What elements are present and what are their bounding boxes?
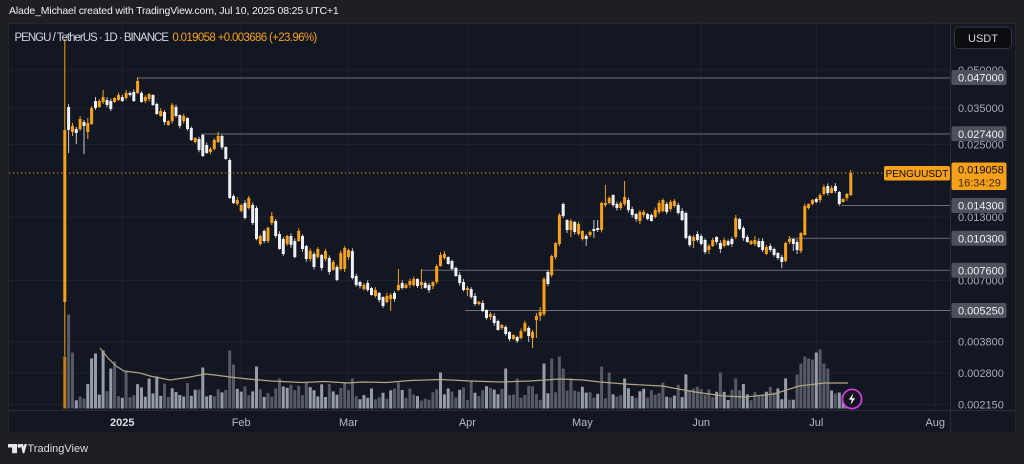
svg-text:0.002800: 0.002800 <box>958 368 1004 380</box>
svg-text:0.025000: 0.025000 <box>958 140 1004 152</box>
svg-text:0.019058: 0.019058 <box>958 165 1004 177</box>
svg-text:0.003800: 0.003800 <box>958 337 1004 349</box>
svg-text:Jun: Jun <box>692 417 710 429</box>
svg-text:Mar: Mar <box>339 417 358 429</box>
svg-text:0.013000: 0.013000 <box>958 212 1004 224</box>
svg-text:Apr: Apr <box>459 417 476 429</box>
svg-text:2025: 2025 <box>110 417 134 429</box>
svg-text:0.007600: 0.007600 <box>958 265 1004 277</box>
svg-text:0.014300: 0.014300 <box>958 201 1004 213</box>
svg-text:0.010300: 0.010300 <box>958 233 1004 245</box>
svg-text:USDT: USDT <box>968 33 998 45</box>
svg-text:0.035000: 0.035000 <box>958 103 1004 115</box>
svg-text:Jul: Jul <box>809 417 823 429</box>
svg-text:Feb: Feb <box>232 417 251 429</box>
svg-text:0.027400: 0.027400 <box>958 129 1004 141</box>
svg-text:Aug: Aug <box>925 417 945 429</box>
svg-text:0.005250: 0.005250 <box>958 306 1004 318</box>
svg-text:0.047000: 0.047000 <box>958 73 1004 85</box>
svg-text:16:34:29: 16:34:29 <box>958 178 1001 190</box>
svg-text:0.007000: 0.007000 <box>958 276 1004 288</box>
svg-text:0.002150: 0.002150 <box>958 400 1004 412</box>
svg-text:PENGUUSDT: PENGUUSDT <box>886 169 949 180</box>
svg-text:May: May <box>572 417 593 429</box>
